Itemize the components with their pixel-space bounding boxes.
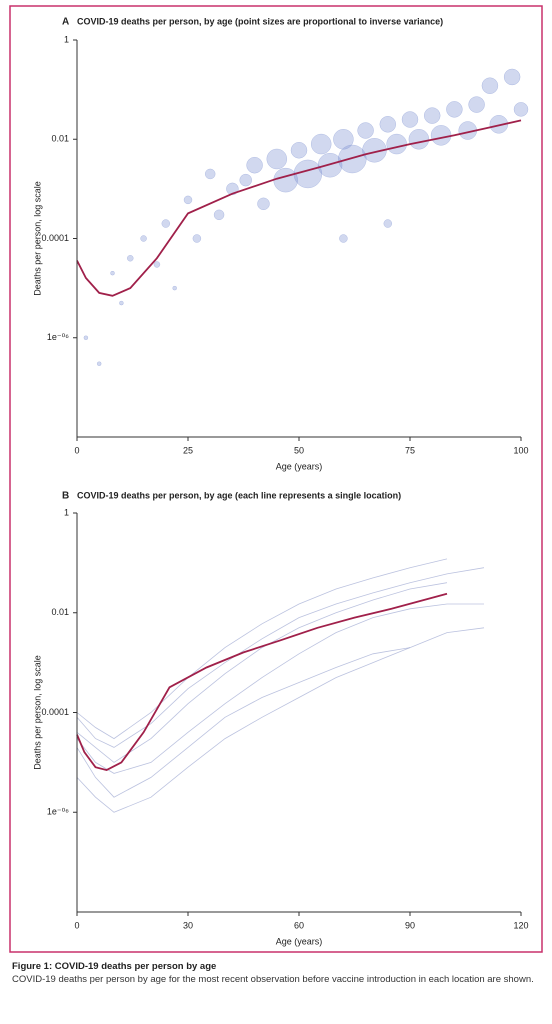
y-tick-label: 0.01 [51, 134, 69, 144]
data-point [192, 234, 202, 243]
data-point [293, 159, 323, 189]
location-line [76, 603, 484, 774]
y-tick-label: 0.0001 [41, 707, 69, 717]
data-point [172, 285, 177, 291]
caption-title: Figure 1: COVID-19 deaths per person by … [12, 961, 217, 972]
data-point [481, 77, 499, 94]
data-point [357, 122, 374, 139]
location-line [76, 582, 448, 763]
y-tick-label: 1 [64, 34, 69, 44]
caption: Figure 1: COVID-19 deaths per person by … [12, 960, 537, 986]
fit-line [76, 119, 522, 297]
x-tick-label: 75 [405, 445, 415, 455]
data-point [386, 133, 407, 155]
data-point [246, 156, 263, 174]
data-point [338, 144, 367, 174]
data-point [383, 219, 393, 228]
figure-frame [9, 5, 543, 953]
x-tick-label: 90 [405, 920, 415, 930]
y-tick-label: 1 [64, 507, 69, 517]
x-tick-label: 25 [183, 445, 193, 455]
data-point [239, 173, 252, 187]
panel-title: COVID-19 deaths per person, by age (each… [77, 490, 401, 500]
data-point [430, 125, 452, 146]
y-axis-label: Deaths per person, log scale [32, 655, 42, 770]
y-tick-label: 0.01 [51, 607, 69, 617]
data-point [401, 111, 419, 128]
location-line [76, 567, 485, 748]
x-axis-label: Age (years) [276, 461, 323, 471]
data-point [310, 133, 332, 155]
data-point [379, 116, 397, 133]
data-point [339, 234, 348, 243]
location-line [76, 647, 411, 798]
x-tick-label: 60 [294, 920, 304, 930]
data-point [503, 68, 521, 86]
x-tick-label: 0 [74, 920, 79, 930]
y-tick-label: 0.0001 [41, 233, 69, 243]
data-point [423, 107, 441, 124]
x-tick-label: 0 [74, 445, 79, 455]
location-line [76, 558, 448, 740]
caption-text: COVID-19 deaths per person by age for th… [12, 974, 534, 985]
panel-label: A [62, 17, 69, 28]
data-point [333, 129, 354, 150]
data-point [213, 209, 225, 221]
data-point [468, 96, 485, 113]
data-point [127, 254, 134, 262]
data-point [153, 261, 161, 268]
data-point [266, 148, 288, 170]
data-point [513, 102, 529, 117]
data-point [257, 197, 270, 211]
x-tick-label: 120 [513, 920, 528, 930]
data-point [161, 219, 171, 228]
x-axis-label: Age (years) [276, 936, 323, 946]
y-tick-label: 1e⁻⁰⁶ [47, 332, 69, 342]
y-axis-label: Deaths per person, log scale [32, 181, 42, 296]
data-point [119, 300, 124, 306]
data-point [317, 152, 343, 178]
x-tick-label: 30 [183, 920, 193, 930]
figure: A COVID-19 deaths per person, by age (poi… [9, 5, 543, 953]
data-point [83, 335, 89, 340]
y-tick-label: 1e⁻⁰⁶ [47, 807, 69, 817]
fit-line [76, 592, 448, 772]
data-point [140, 235, 147, 242]
data-point [96, 361, 102, 366]
data-point [183, 195, 193, 205]
panel-title: COVID-19 deaths per person, by age (poin… [77, 16, 443, 26]
data-point [489, 115, 509, 134]
data-point [290, 142, 308, 159]
data-point [408, 129, 430, 150]
panel-label: B [62, 491, 69, 502]
data-point [204, 168, 216, 180]
location-line [76, 627, 485, 813]
data-point [110, 270, 115, 276]
x-tick-label: 50 [294, 445, 304, 455]
x-tick-label: 100 [513, 445, 528, 455]
data-point [446, 101, 463, 118]
